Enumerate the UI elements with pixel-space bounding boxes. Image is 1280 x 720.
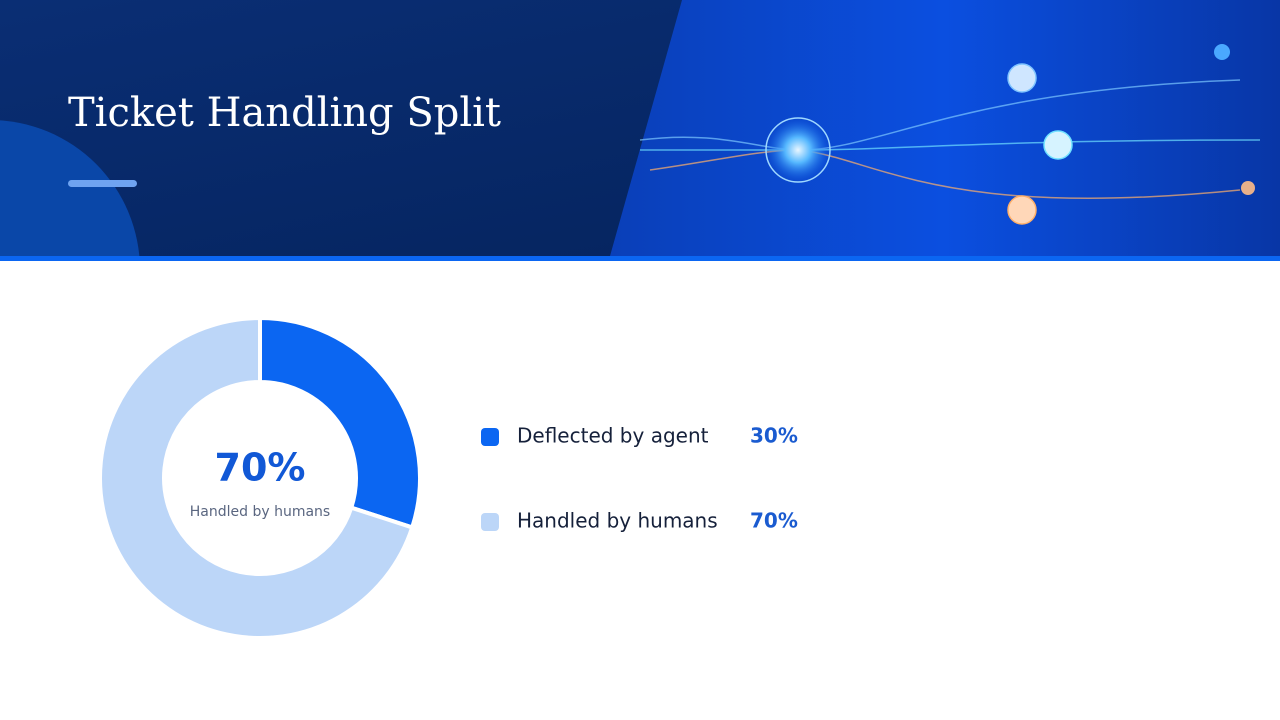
legend-label: Handled by humans: [517, 509, 718, 533]
center-caption: Handled by humans: [190, 504, 330, 520]
header-image: [610, 0, 1280, 256]
donut-chart: [98, 315, 422, 640]
legend-value: 30%: [750, 424, 798, 448]
image-decor: [639, 44, 1261, 225]
legend-label: Deflected by agent: [517, 424, 709, 448]
donut-segment: [258, 315, 422, 530]
donut-segment: [98, 315, 415, 640]
legend: Deflected by agent 30% Handled by humans 70…: [481, 424, 798, 533]
header-rule: [0, 256, 1280, 261]
legend-swatch: [481, 513, 499, 531]
header: Ticket Handling Split: [0, 0, 1280, 256]
slide-title: Ticket Handling Split: [68, 90, 501, 136]
legend-swatch: [481, 428, 499, 446]
center-value: 70%: [215, 446, 306, 490]
decor-circle: [0, 120, 140, 256]
legend-value: 70%: [750, 509, 798, 533]
title-accent: [68, 180, 137, 187]
